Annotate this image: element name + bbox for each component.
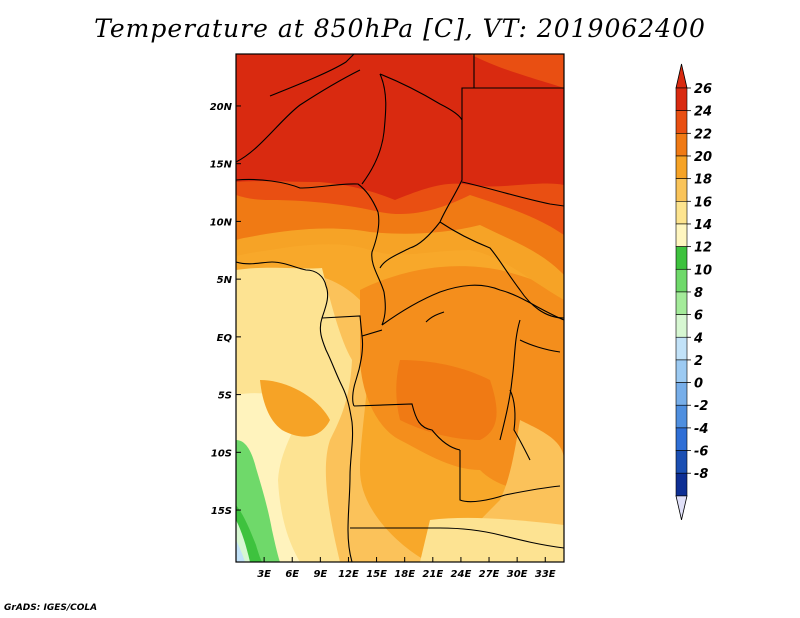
border-chad-car <box>379 221 441 269</box>
colorbar-label: 18 <box>694 173 712 188</box>
lon-tick-label: 18E <box>394 569 415 580</box>
colorbar-box <box>675 87 688 111</box>
lat-tick-label: 5S <box>218 391 232 402</box>
colorbar-box <box>675 155 688 179</box>
border-namibia-botswana <box>350 527 564 549</box>
colorbar-label: -4 <box>694 422 708 437</box>
lon-tick-label: 24E <box>451 569 472 580</box>
border-sudan-north <box>461 181 564 207</box>
colorbar-box <box>675 359 688 383</box>
colorbar-under-triangle <box>675 495 688 520</box>
colorbar-box <box>675 178 688 202</box>
lat-tick-label: 20N <box>210 102 233 113</box>
colorbar-box <box>675 427 688 451</box>
colorbar-box <box>675 291 688 315</box>
field-6-coast <box>236 540 245 562</box>
lon-tick-label: 21E <box>422 569 443 580</box>
colorbar-box <box>675 223 688 247</box>
colorbar-label: 2 <box>694 354 703 369</box>
colorbar-box <box>675 336 688 361</box>
border-uganda <box>519 339 561 353</box>
colorbar-label: 10 <box>694 263 712 278</box>
border-car-drc <box>381 284 564 326</box>
lon-tick-label: 3E <box>257 569 271 580</box>
colorbar-box <box>675 268 688 293</box>
lat-tick-label: 10S <box>211 448 232 459</box>
colorbar-label: -6 <box>694 445 708 460</box>
colorbar-label: -2 <box>694 399 708 414</box>
colorbar-label: -8 <box>694 467 708 482</box>
colorbar-label: 22 <box>694 127 712 142</box>
border-drc-angola <box>353 403 461 451</box>
border-car-sudan <box>439 221 564 319</box>
lon-tick-label: 30E <box>507 569 528 580</box>
border-mali-mauritania <box>236 69 361 163</box>
colorbar-label: 12 <box>694 241 712 256</box>
longitude-axis: 3E 6E 9E 12E 15E 18E 21E 24E 27E 30E 33E <box>257 557 556 580</box>
lat-tick-label: 5N <box>217 275 233 286</box>
colorbar-label: 16 <box>694 195 712 210</box>
field-18-20-angola <box>260 380 330 437</box>
chart-title: Temperature at 850hPa [C], VT: 201906240… <box>94 14 706 43</box>
river-segment <box>425 311 445 323</box>
latitude-axis: 20N 15N 10N 5N EQ 5S 10S 15S <box>210 102 241 517</box>
map-borders <box>236 54 564 562</box>
field-16-south <box>420 517 564 562</box>
grads-credit: GrADS: IGES/COLA <box>4 603 98 613</box>
lat-tick-label: EQ <box>217 333 233 344</box>
temperature-field <box>236 54 564 562</box>
border-gabon-eqguinea <box>321 315 383 337</box>
colorbar-label: 26 <box>694 82 712 97</box>
colorbar-label: 0 <box>694 377 703 392</box>
colorbar-box <box>675 246 688 270</box>
border-niger-algeria <box>361 73 387 185</box>
border-congo-gabon <box>352 335 364 407</box>
colorbar-box <box>675 133 688 157</box>
colorbar-label: 14 <box>694 218 712 233</box>
colorbar-box <box>675 472 688 497</box>
colorbar-label: 4 <box>693 331 703 346</box>
colorbar-label: 20 <box>694 150 712 165</box>
colorbar-box <box>675 450 688 474</box>
border-sahel <box>236 178 379 213</box>
colorbar-label: 6 <box>694 309 703 324</box>
lon-tick-label: 6E <box>285 569 299 580</box>
colorbar-over-triangle <box>675 63 688 89</box>
border-lake-tanganyika <box>509 389 531 461</box>
lon-tick-label: 33E <box>535 569 556 580</box>
lon-tick-label: 12E <box>338 569 359 580</box>
border-zambia <box>459 450 561 503</box>
field-26-north <box>236 54 564 200</box>
lon-tick-label: 9E <box>313 569 327 580</box>
lat-tick-label: 10N <box>210 217 233 228</box>
colorbar-label: 8 <box>694 286 703 301</box>
border-chad-libya <box>379 73 463 223</box>
colorbar-box <box>675 110 688 134</box>
colorbar-box <box>675 201 688 225</box>
border-northwest <box>269 54 355 97</box>
colorbar-label: 24 <box>694 105 712 120</box>
colorbar-box <box>675 404 688 429</box>
lat-tick-label: 15S <box>211 506 232 517</box>
coastline <box>236 261 354 562</box>
lon-tick-label: 15E <box>366 569 387 580</box>
border-nigeria-cameroon <box>371 211 386 326</box>
colorbar-box <box>675 382 688 406</box>
colorbar-box <box>675 314 688 338</box>
lat-tick-label: 15N <box>210 160 233 171</box>
map-frame <box>235 53 565 563</box>
lon-tick-label: 27E <box>479 569 500 580</box>
border-drc-east <box>499 319 521 441</box>
border-libya-egypt-sudan <box>461 87 564 120</box>
field-22-center <box>396 360 497 440</box>
